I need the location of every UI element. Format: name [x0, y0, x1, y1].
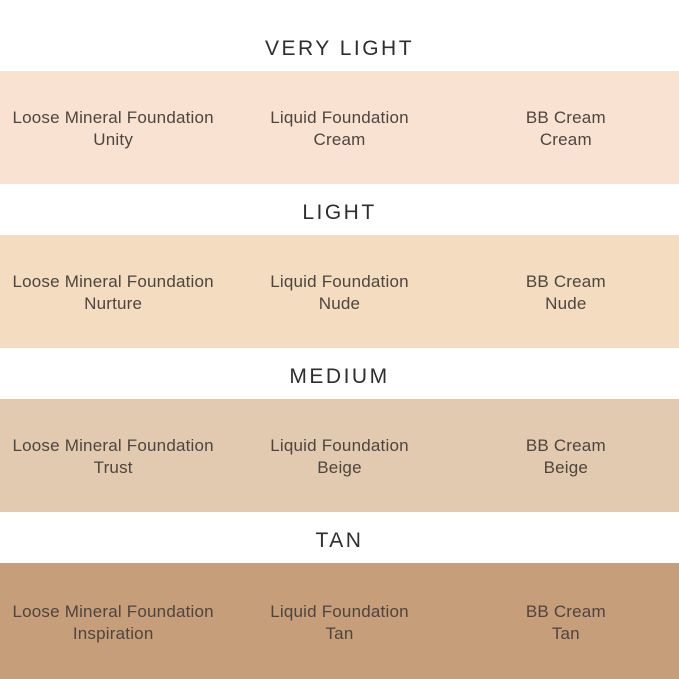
- product-name: BB Cream: [525, 436, 606, 455]
- shade-level-heading: VERY LIGHT: [264, 37, 415, 60]
- shade-level-heading: TAN: [315, 529, 364, 552]
- product-cell: Loose Mineral Foundation Trust: [0, 432, 226, 479]
- product-name: Loose Mineral Foundation: [12, 601, 214, 621]
- product-shade: Cream: [313, 130, 366, 149]
- product-cell: BB Cream Nude: [453, 268, 679, 315]
- section-tan: TAN Loose Mineral Foundation Inspiration…: [0, 512, 679, 679]
- product-shade: Trust: [93, 458, 133, 477]
- shade-band-very-light: Loose Mineral Foundation Unity Liquid Fo…: [0, 71, 679, 184]
- product-cell: BB Cream Cream: [453, 104, 679, 151]
- product-cell: Loose Mineral Foundation Inspiration: [0, 598, 226, 645]
- product-shade: Nude: [545, 294, 587, 313]
- product-shade: Inspiration: [72, 623, 154, 643]
- product-cell: Loose Mineral Foundation Nurture: [0, 268, 226, 315]
- product-shade: Nude: [318, 294, 361, 313]
- product-shade: Nurture: [84, 294, 143, 313]
- product-cell: Liquid Foundation Beige: [226, 432, 452, 479]
- product-name: BB Cream: [525, 108, 606, 127]
- product-cell: Liquid Foundation Nude: [226, 268, 452, 315]
- product-cell: Liquid Foundation Tan: [226, 598, 452, 645]
- product-name: Liquid Foundation: [270, 108, 409, 127]
- product-cell: Liquid Foundation Cream: [226, 104, 452, 151]
- section-medium: MEDIUM Loose Mineral Foundation Trust Li…: [0, 348, 679, 512]
- shade-band-light: Loose Mineral Foundation Nurture Liquid …: [0, 235, 679, 348]
- shade-level-heading: MEDIUM: [289, 365, 390, 388]
- product-name: Loose Mineral Foundation: [12, 108, 214, 127]
- section-very-light: VERY LIGHT Loose Mineral Foundation Unit…: [0, 0, 679, 184]
- shade-level-heading: LIGHT: [302, 201, 377, 224]
- product-name: Loose Mineral Foundation: [12, 436, 214, 455]
- product-name: Liquid Foundation: [270, 601, 409, 621]
- product-name: Liquid Foundation: [270, 436, 409, 455]
- product-name: BB Cream: [525, 601, 606, 621]
- shade-band-medium: Loose Mineral Foundation Trust Liquid Fo…: [0, 399, 679, 512]
- product-shade: Unity: [93, 130, 134, 149]
- product-shade: Beige: [543, 458, 589, 477]
- product-shade: Tan: [325, 623, 354, 643]
- section-light: LIGHT Loose Mineral Foundation Nurture L…: [0, 184, 679, 348]
- product-cell: BB Cream Beige: [453, 432, 679, 479]
- product-shade: Beige: [317, 458, 362, 477]
- product-name: Loose Mineral Foundation: [12, 272, 214, 291]
- product-shade: Cream: [539, 130, 592, 149]
- product-cell: BB Cream Tan: [453, 598, 679, 645]
- product-name: Liquid Foundation: [270, 272, 409, 291]
- product-cell: Loose Mineral Foundation Unity: [0, 104, 226, 151]
- product-name: BB Cream: [525, 272, 606, 291]
- product-shade: Tan: [551, 623, 580, 643]
- shade-band-tan: Loose Mineral Foundation Inspiration Liq…: [0, 563, 679, 679]
